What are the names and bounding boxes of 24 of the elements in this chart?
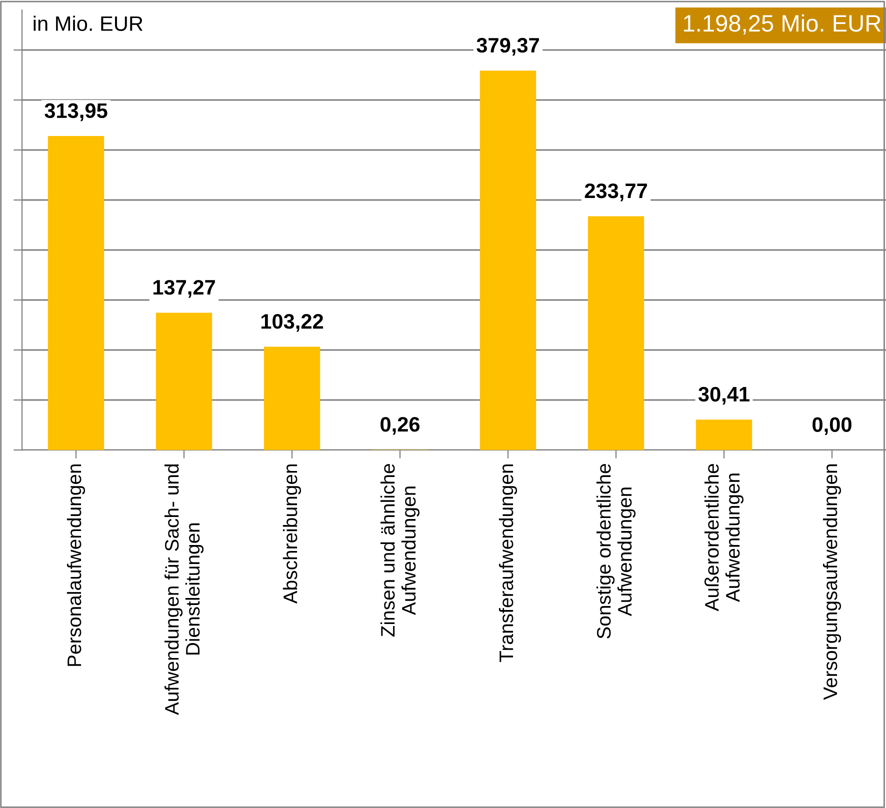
bar: [480, 70, 536, 450]
x-tick-label: Versorgungsaufwendungen: [822, 464, 842, 700]
annotation: in Mio. EUR: [34, 16, 143, 31]
x-tick-label: Transferaufwendungen: [498, 464, 518, 662]
data-label: 30,41: [698, 386, 750, 405]
bar: [696, 420, 752, 450]
annotation: 1.198,25 Mio. EUR: [684, 14, 881, 35]
bar: [264, 346, 320, 450]
data-label: 103,22: [261, 314, 324, 332]
data-label: 0,00: [812, 417, 852, 436]
bar: [48, 136, 104, 450]
data-label: 313,95: [44, 103, 108, 122]
data-label: 379,37: [476, 38, 539, 56]
bar: [588, 216, 644, 450]
data-label: 233,77: [584, 183, 647, 202]
x-tick-label: Aufwendungen für Sach- und Dienstleitungen: [164, 464, 204, 716]
data-label: 137,27: [153, 280, 215, 298]
bar: [156, 312, 212, 450]
x-tick-label: Abschreibungen: [282, 464, 302, 604]
data-label: 0,26: [380, 416, 420, 435]
x-tick-label: Außerordentliche Aufwendungen: [704, 464, 744, 612]
x-tick-label: Zinsen und ähnliche Aufwendungen: [380, 464, 420, 637]
x-tick-label: Sonstige ordentliche Aufwendungen: [596, 464, 636, 638]
x-tick-label: Personalaufwendungen: [66, 464, 86, 666]
